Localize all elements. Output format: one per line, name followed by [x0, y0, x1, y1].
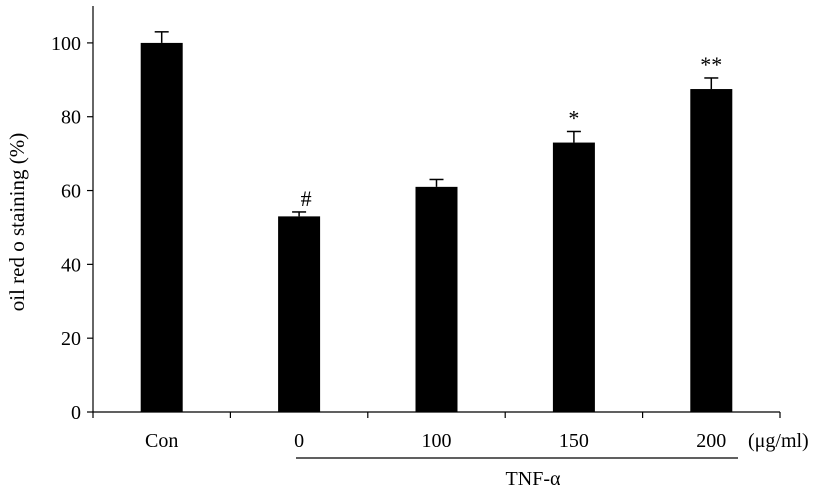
x-unit-label: (μg/ml)	[748, 430, 809, 452]
y-axis-title: oil red o staining (%)	[5, 133, 29, 311]
bar-150	[552, 142, 595, 412]
significance-annotations: #***	[301, 52, 723, 211]
bar-0	[278, 216, 321, 412]
x-axis: Con 0 100 150 200	[92, 411, 781, 452]
x-tick-label-0: 0	[294, 430, 304, 452]
x-tick-label-Con: Con	[145, 430, 178, 452]
y-tick-label: 0	[71, 402, 81, 424]
tnf-group-label: TNF-α	[506, 468, 561, 490]
bar-Con	[140, 42, 183, 413]
significance-mark-0: #	[301, 186, 312, 211]
y-tick-label: 20	[61, 328, 81, 350]
y-axis: 0 20 40 60 80 100	[51, 6, 94, 424]
y-tick-label: 60	[61, 181, 81, 203]
significance-mark-200: **	[700, 52, 722, 77]
bar-100	[415, 186, 458, 412]
x-tick-label-150: 150	[559, 430, 589, 452]
y-tick-label: 100	[51, 33, 81, 55]
bar-200	[690, 89, 733, 412]
y-tick-label: 40	[61, 254, 81, 276]
bars	[140, 42, 733, 413]
x-tick-label-100: 100	[422, 430, 452, 452]
x-tick-label-200: 200	[696, 430, 726, 452]
significance-mark-150: *	[568, 105, 579, 130]
error-bars	[154, 31, 719, 217]
y-tick-label: 80	[61, 107, 81, 129]
